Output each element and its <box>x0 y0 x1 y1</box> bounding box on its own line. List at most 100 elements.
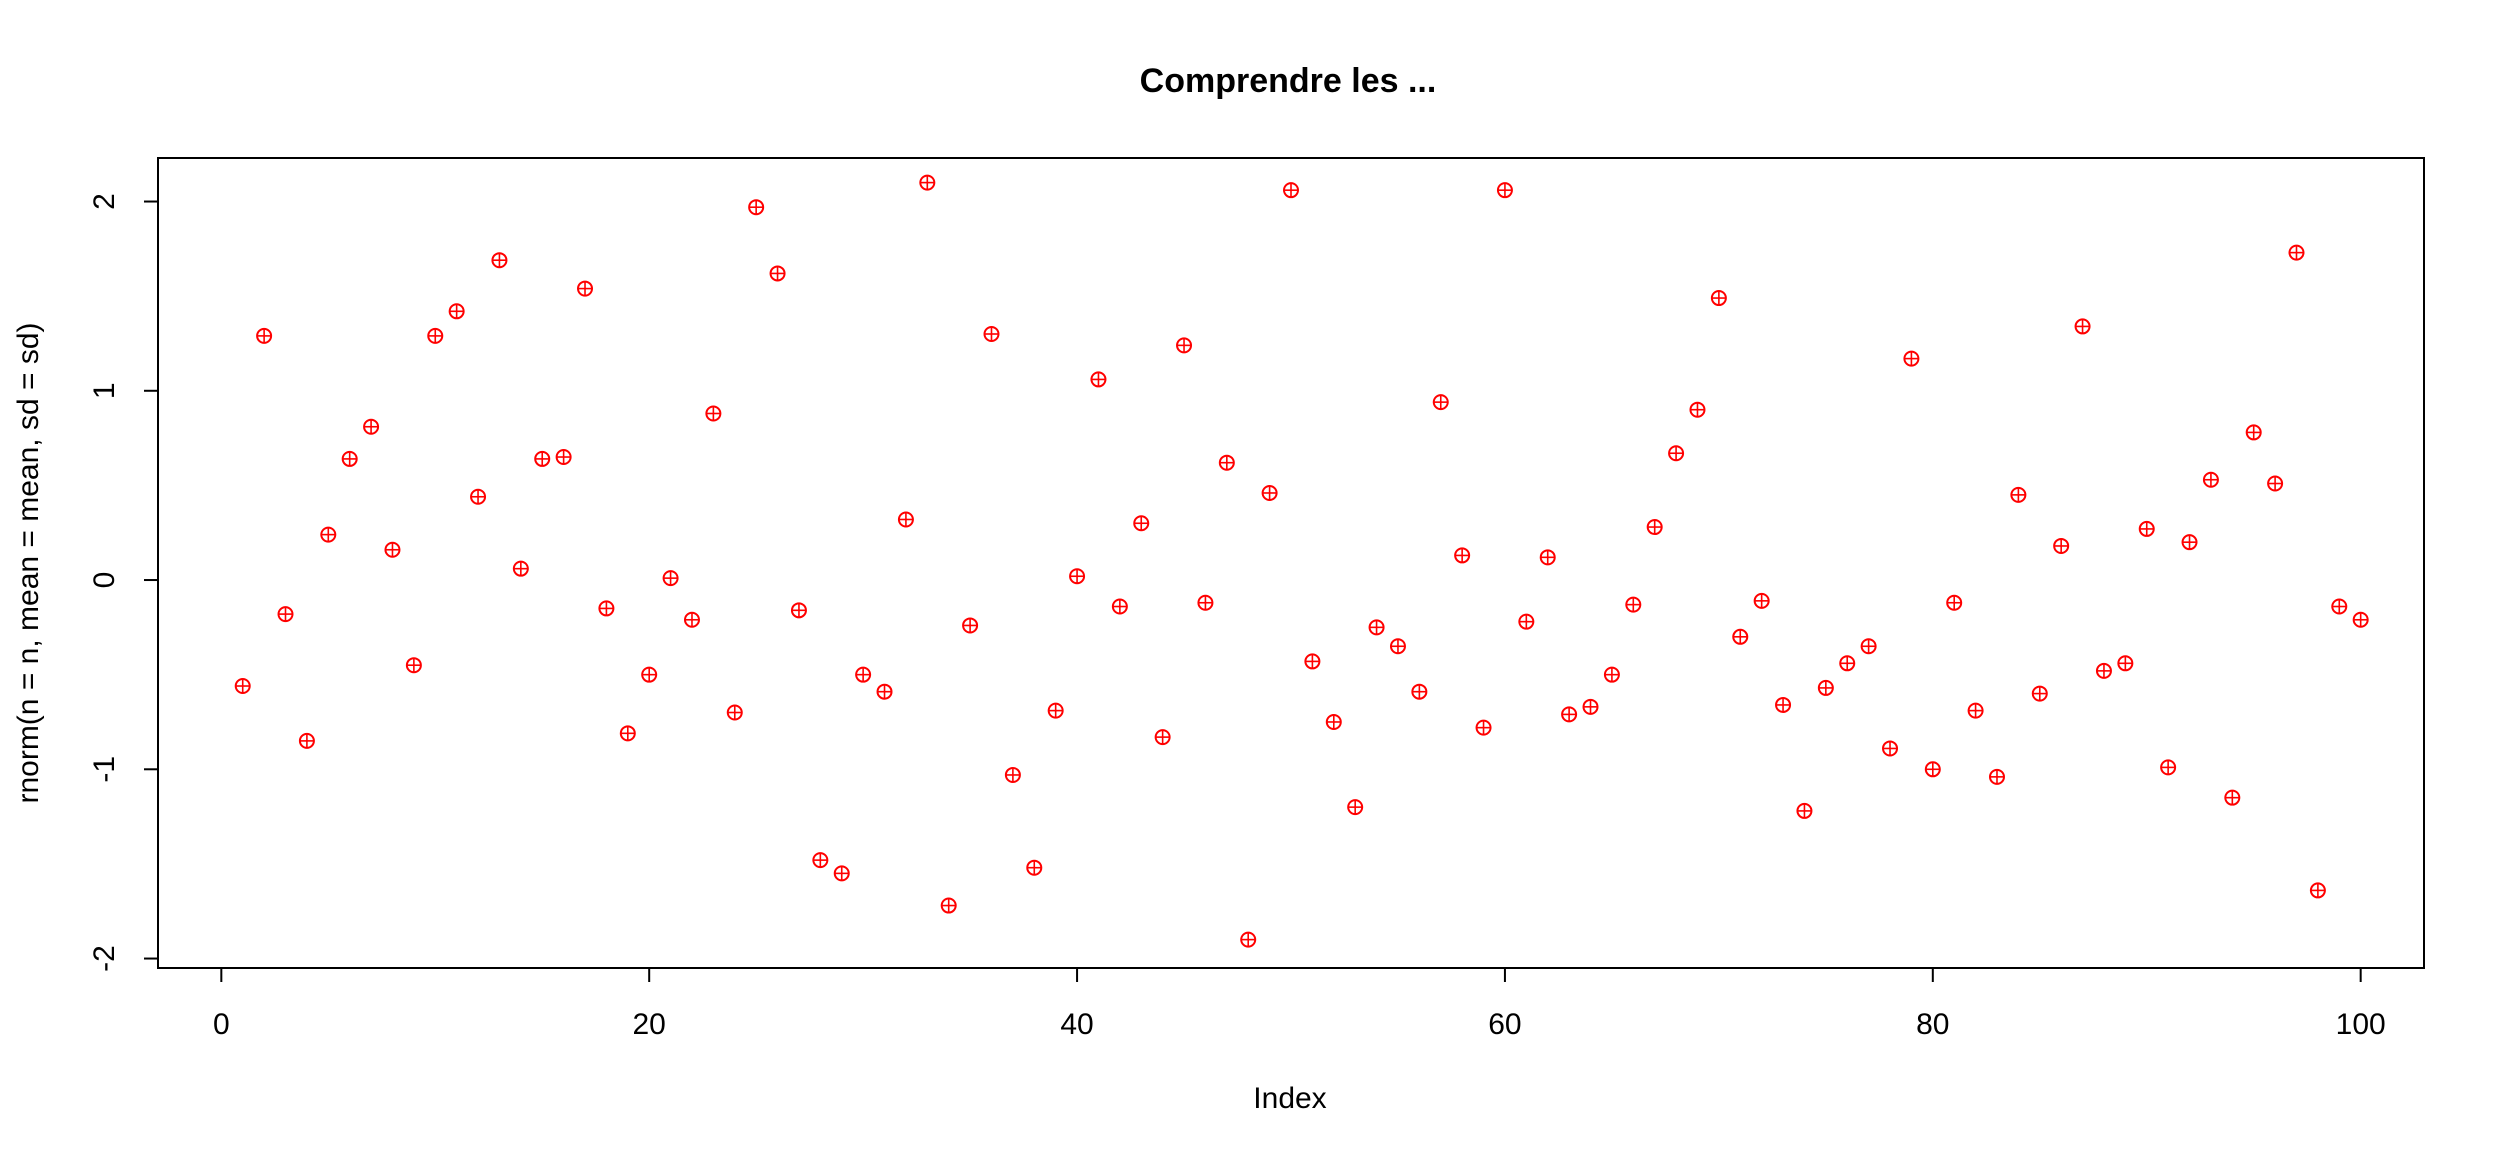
data-point <box>1689 401 1706 418</box>
x-tick-label: 100 <box>2336 1008 2386 1041</box>
data-point <box>2224 789 2241 806</box>
data-point <box>598 600 615 617</box>
data-point <box>876 683 893 700</box>
data-point <box>1111 598 1128 615</box>
data-point <box>897 511 914 528</box>
data-point <box>1197 594 1214 611</box>
data-point <box>1090 371 1107 388</box>
data-point <box>534 450 551 467</box>
data-point <box>2288 244 2305 261</box>
data-point <box>491 252 508 269</box>
data-point <box>1411 683 1428 700</box>
data-point <box>427 327 444 344</box>
data-point <box>2117 655 2134 672</box>
data-point <box>2267 475 2284 492</box>
data-point <box>256 327 273 344</box>
data-point <box>1603 666 1620 683</box>
data-point <box>962 617 979 634</box>
data-point <box>769 265 786 282</box>
data-point <box>2010 486 2027 503</box>
data-point <box>1775 696 1792 713</box>
data-point <box>1582 698 1599 715</box>
data-point <box>683 611 700 628</box>
x-axis: 0 20 40 60 80 100 <box>213 967 2386 1041</box>
data-point <box>512 560 529 577</box>
data-point <box>1496 182 1513 199</box>
data-point <box>812 852 829 869</box>
data-point <box>833 865 850 882</box>
data-point <box>277 606 294 623</box>
data-point <box>919 174 936 191</box>
y-tick-label: 0 <box>88 572 121 589</box>
plot-frame <box>157 157 2425 969</box>
data-point <box>1753 592 1770 609</box>
data-point <box>470 488 487 505</box>
y-tick-label: -1 <box>88 756 121 783</box>
data-point <box>1026 859 1043 876</box>
data-point <box>1475 719 1492 736</box>
data-point <box>1218 454 1235 471</box>
data-point <box>2352 611 2369 628</box>
data-point <box>1454 547 1471 564</box>
data-point <box>1710 290 1727 307</box>
data-point <box>1796 802 1813 819</box>
x-axis-label: Index <box>1253 1082 1326 1115</box>
data-point <box>298 732 315 749</box>
data-point <box>1069 568 1086 585</box>
y-tick-label: -2 <box>88 945 121 972</box>
data-point <box>1946 594 1963 611</box>
data-point <box>748 199 765 216</box>
data-point <box>1882 740 1899 757</box>
data-point <box>1133 515 1150 532</box>
y-tick-label: 2 <box>88 193 121 210</box>
data-point <box>1518 613 1535 630</box>
data-point <box>555 449 572 466</box>
data-point <box>2331 598 2348 615</box>
data-point <box>1368 619 1385 636</box>
data-point <box>1325 713 1342 730</box>
data-point <box>1389 638 1406 655</box>
y-axis: -2 -1 0 1 2 <box>88 193 159 972</box>
data-point <box>2181 534 2198 551</box>
data-point <box>726 704 743 721</box>
data-point <box>2095 662 2112 679</box>
data-point <box>940 897 957 914</box>
data-point <box>2138 520 2155 537</box>
data-point <box>1668 445 1685 462</box>
chart-title: Comprendre les ... <box>1140 62 1437 100</box>
data-point <box>1924 761 1941 778</box>
data-point <box>234 678 251 695</box>
data-point <box>384 541 401 558</box>
data-point <box>1839 655 1856 672</box>
data-point <box>1625 596 1642 613</box>
data-points <box>234 174 2369 948</box>
x-tick-label: 40 <box>1060 1008 1093 1041</box>
x-tick-label: 80 <box>1916 1008 1949 1041</box>
data-point <box>1347 799 1364 816</box>
data-point <box>320 526 337 543</box>
data-point <box>1903 350 1920 367</box>
data-point <box>790 602 807 619</box>
data-point <box>341 450 358 467</box>
data-point <box>2160 759 2177 776</box>
data-point <box>1860 638 1877 655</box>
data-point <box>855 666 872 683</box>
data-point <box>1261 484 1278 501</box>
data-point <box>448 303 465 320</box>
data-point <box>1283 182 1299 199</box>
data-point <box>1988 768 2005 785</box>
data-point <box>983 326 1000 343</box>
data-point <box>1304 653 1321 670</box>
data-point <box>2053 537 2070 554</box>
data-point <box>1561 706 1578 723</box>
data-point <box>1432 394 1449 411</box>
data-point <box>705 405 722 422</box>
x-tick-label: 20 <box>633 1008 666 1041</box>
x-tick-label: 60 <box>1488 1008 1521 1041</box>
y-axis-label: rnorm(n = n, mean = mean, sd = sd) <box>12 322 45 803</box>
data-point <box>363 418 380 435</box>
data-point <box>1732 628 1749 645</box>
data-point <box>619 725 636 742</box>
data-point <box>662 570 679 587</box>
